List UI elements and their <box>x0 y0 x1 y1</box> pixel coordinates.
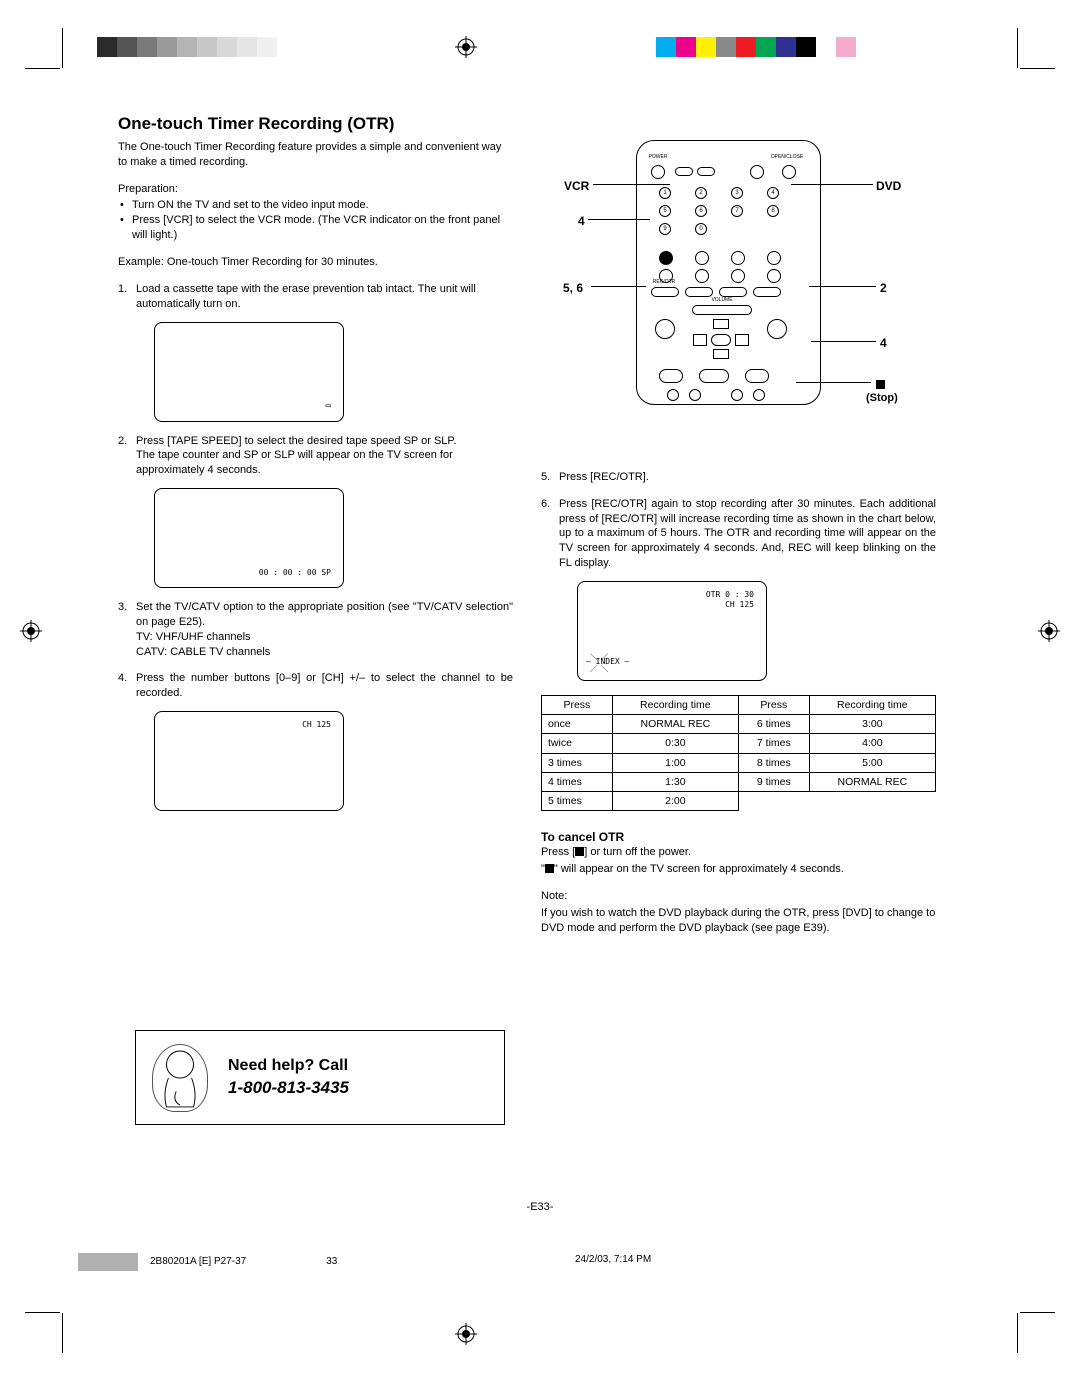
right-column: VCR 4 5, 6 DVD 2 4 (Stop) <box>541 140 936 938</box>
cancel-line-2: "" will appear on the TV screen for appr… <box>541 862 936 877</box>
footer-doc: 2B80201A [E] P27-37 <box>150 1255 246 1269</box>
crop-mark <box>1017 1313 1018 1353</box>
screen-cassette: ▭ <box>154 322 344 422</box>
registration-mark-icon <box>455 36 477 58</box>
prep-item: Turn ON the TV and set to the video inpu… <box>118 198 513 213</box>
callout-dvd: DVD <box>876 178 901 194</box>
note-label: Note: <box>541 889 936 904</box>
page-title: One-touch Timer Recording (OTR) <box>118 113 936 136</box>
step-6: Press [REC/OTR] again to stop recording … <box>559 498 936 569</box>
step-5: Press [REC/OTR]. <box>559 471 649 483</box>
step-4: Press the number buttons [0–9] or [CH] +… <box>136 672 513 699</box>
registration-mark-icon <box>20 620 42 642</box>
cancel-title: To cancel OTR <box>541 829 936 845</box>
callout-4-left: 4 <box>578 213 585 229</box>
registration-mark-icon <box>1038 620 1060 642</box>
screen-otr: OTR 0 : 30 CH 125 ＼ ／ — INDEX — ／ ＼ <box>577 581 767 681</box>
left-column: The One-touch Timer Recording feature pr… <box>118 140 513 938</box>
remote-diagram: VCR 4 5, 6 DVD 2 4 (Stop) <box>541 140 936 430</box>
cancel-line-1: Press [] or turn off the power. <box>541 845 936 860</box>
footer-date: 24/2/03, 7:14 PM <box>575 1253 651 1267</box>
step-1: Load a cassette tape with the erase prev… <box>136 283 476 310</box>
footer-gray-box <box>78 1253 138 1271</box>
registration-mark-icon <box>455 1323 477 1345</box>
color-bar-gray <box>97 37 297 57</box>
crop-mark <box>62 1313 63 1353</box>
prep-list: Turn ON the TV and set to the video inpu… <box>118 198 513 243</box>
intro-text: The One-touch Timer Recording feature pr… <box>118 140 513 170</box>
crop-mark <box>1020 1312 1055 1313</box>
steps-right: 5.Press [REC/OTR]. 6.Press [REC/OTR] aga… <box>541 470 936 681</box>
step-3a: Set the TV/CATV option to the appropriat… <box>136 601 513 628</box>
step-2b: The tape counter and SP or SLP will appe… <box>136 449 453 476</box>
step-3b: TV: VHF/UHF channels <box>136 631 251 643</box>
prep-label: Preparation: <box>118 182 513 197</box>
example-text: Example: One-touch Timer Recording for 3… <box>118 255 513 270</box>
callout-2: 2 <box>880 280 887 296</box>
footer-page: 33 <box>326 1255 337 1269</box>
callout-56: 5, 6 <box>563 280 583 296</box>
step-2a: Press [TAPE SPEED] to select the desired… <box>136 435 456 447</box>
callout-stop-icon <box>876 376 885 392</box>
footer-left: 2B80201A [E] P27-37 33 <box>78 1253 338 1271</box>
crop-mark <box>25 1312 60 1313</box>
callout-4-right: 4 <box>880 335 887 351</box>
page-number: -E33- <box>0 1200 1080 1215</box>
crop-mark <box>62 28 63 68</box>
help-title: Need help? Call <box>228 1056 349 1077</box>
callout-vcr: VCR <box>564 178 589 194</box>
help-box: Need help? Call 1-800-813-3435 <box>135 1030 505 1125</box>
stop-icon <box>575 847 584 856</box>
help-phone: 1-800-813-3435 <box>228 1077 349 1099</box>
screen-channel: CH 125 <box>154 711 344 811</box>
color-bar-color <box>656 37 856 57</box>
stop-icon <box>545 864 554 873</box>
crop-mark <box>25 68 60 69</box>
crop-mark <box>1020 68 1055 69</box>
recording-time-table: PressRecording timePressRecording timeon… <box>541 695 936 811</box>
steps-left: 1.Load a cassette tape with the erase pr… <box>118 282 513 811</box>
prep-item: Press [VCR] to select the VCR mode. (The… <box>118 213 513 243</box>
phone-help-icon <box>152 1044 208 1112</box>
callout-stop-word: (Stop) <box>866 391 898 406</box>
crop-mark <box>1017 28 1018 68</box>
screen-counter: 00 : 00 : 00 SP <box>154 488 344 588</box>
remote-icon: POWER OPEN/CLOSE 1234567890 <box>636 140 821 405</box>
note-text: If you wish to watch the DVD playback du… <box>541 906 936 936</box>
step-3c: CATV: CABLE TV channels <box>136 646 270 658</box>
